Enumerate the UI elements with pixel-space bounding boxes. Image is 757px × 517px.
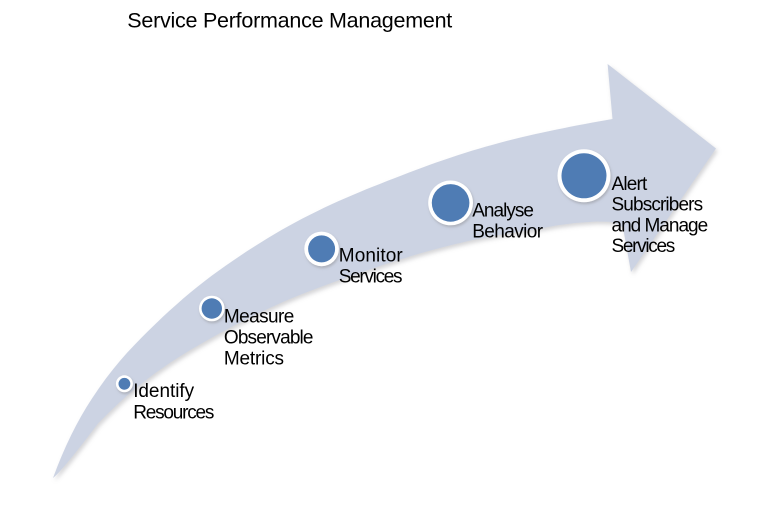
svg-text:Service Performance Management: Service Performance Management — [127, 9, 452, 33]
